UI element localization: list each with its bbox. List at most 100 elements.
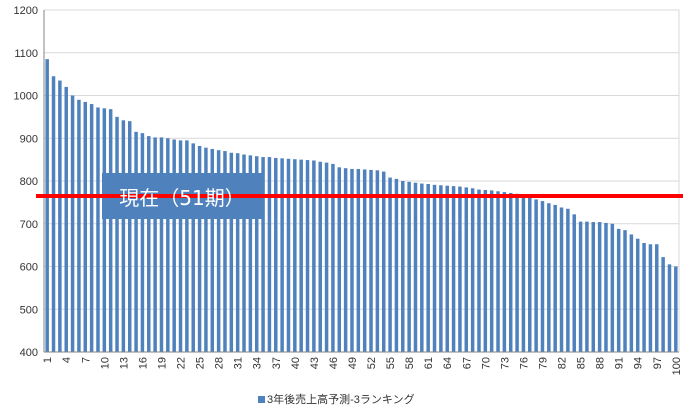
x-tick-label: 67 bbox=[461, 357, 473, 369]
bar bbox=[216, 150, 221, 352]
x-tick-label: 76 bbox=[518, 357, 530, 369]
bar bbox=[413, 182, 418, 352]
reference-line-layer bbox=[36, 173, 683, 219]
bar bbox=[540, 201, 545, 352]
bar bbox=[254, 156, 259, 352]
bar bbox=[127, 121, 132, 353]
bar bbox=[464, 187, 469, 352]
bar bbox=[496, 191, 500, 352]
bar bbox=[172, 139, 176, 352]
bar bbox=[324, 162, 329, 352]
x-tick-label: 34 bbox=[252, 357, 264, 369]
y-tick-label: 400 bbox=[20, 347, 38, 359]
bar bbox=[362, 169, 367, 352]
bar bbox=[178, 140, 183, 352]
x-tick-label: 82 bbox=[557, 357, 569, 369]
bar bbox=[58, 80, 62, 352]
axes: 400 500 600 700 800 900 1000 1100 1200 1 4 7 10 13 16 1… bbox=[14, 5, 683, 375]
x-tick-label: 37 bbox=[271, 357, 283, 369]
bar bbox=[185, 140, 189, 352]
bar bbox=[280, 158, 284, 352]
bar bbox=[591, 222, 596, 352]
current-period-annotation: 現在（51期） bbox=[119, 185, 245, 210]
bar bbox=[210, 148, 215, 352]
bar bbox=[445, 185, 449, 352]
bar bbox=[451, 186, 456, 352]
bar bbox=[267, 157, 272, 352]
bar bbox=[64, 86, 68, 352]
bar bbox=[394, 178, 399, 352]
bar bbox=[261, 157, 265, 352]
bar bbox=[502, 192, 507, 352]
bar bbox=[667, 264, 672, 352]
bar bbox=[147, 136, 151, 352]
bar bbox=[204, 147, 208, 352]
y-tick-label: 1000 bbox=[14, 91, 38, 103]
y-tick-label: 1200 bbox=[14, 5, 38, 17]
bar bbox=[426, 183, 430, 352]
y-tick-label: 900 bbox=[20, 133, 38, 145]
y-tick-label: 500 bbox=[20, 304, 38, 316]
x-tick-label: 94 bbox=[633, 357, 645, 369]
y-tick-label: 700 bbox=[20, 219, 38, 231]
bar bbox=[153, 137, 157, 352]
y-tick-label: 800 bbox=[20, 176, 38, 188]
bar bbox=[401, 181, 405, 352]
bar bbox=[483, 189, 488, 352]
legend-label: 3年後売上高予測-3ランキング bbox=[267, 392, 415, 406]
x-tick-label: 46 bbox=[328, 357, 340, 369]
x-tick-label: 91 bbox=[614, 357, 626, 369]
bar bbox=[83, 101, 88, 352]
bar bbox=[318, 161, 322, 352]
bar bbox=[521, 194, 526, 352]
bar bbox=[70, 95, 75, 352]
bar bbox=[572, 214, 576, 352]
x-tick-label: 70 bbox=[480, 357, 492, 369]
bar bbox=[369, 169, 373, 352]
x-tick-label: 22 bbox=[176, 357, 188, 369]
bar bbox=[375, 170, 380, 352]
bar bbox=[312, 160, 316, 352]
bar bbox=[432, 184, 437, 352]
x-tick-label: 61 bbox=[423, 357, 435, 369]
bar bbox=[629, 234, 634, 352]
x-tick-label: 100 bbox=[671, 357, 683, 375]
y-tick-label: 600 bbox=[20, 262, 38, 274]
x-tick-label: 4 bbox=[61, 357, 73, 363]
bar bbox=[45, 59, 49, 352]
bar bbox=[566, 208, 570, 352]
bar bbox=[248, 155, 253, 352]
bar bbox=[623, 230, 627, 352]
bar bbox=[534, 199, 538, 352]
bar bbox=[293, 159, 297, 352]
bar bbox=[356, 169, 361, 352]
bar bbox=[477, 189, 481, 352]
x-tick-label: 79 bbox=[537, 357, 549, 369]
bar bbox=[242, 154, 246, 352]
bar bbox=[102, 108, 107, 352]
bar bbox=[604, 222, 608, 352]
bar bbox=[223, 151, 227, 352]
bar bbox=[286, 158, 291, 352]
bar bbox=[96, 107, 100, 352]
bar bbox=[350, 169, 354, 352]
x-tick-label: 52 bbox=[366, 357, 378, 369]
bar bbox=[337, 167, 342, 352]
bar bbox=[420, 183, 424, 352]
bar bbox=[553, 204, 557, 352]
bar bbox=[235, 153, 240, 352]
bar bbox=[616, 228, 621, 352]
bar bbox=[140, 133, 145, 352]
bar-series bbox=[45, 59, 678, 353]
x-tick-label: 73 bbox=[499, 357, 511, 369]
bar bbox=[159, 137, 164, 352]
bar bbox=[89, 104, 94, 352]
bar bbox=[528, 196, 532, 352]
x-tick-label: 28 bbox=[214, 357, 226, 369]
x-tick-label: 49 bbox=[347, 357, 359, 369]
legend-swatch bbox=[258, 396, 265, 403]
bar bbox=[77, 99, 81, 353]
bar bbox=[559, 207, 564, 352]
bar bbox=[578, 221, 583, 352]
